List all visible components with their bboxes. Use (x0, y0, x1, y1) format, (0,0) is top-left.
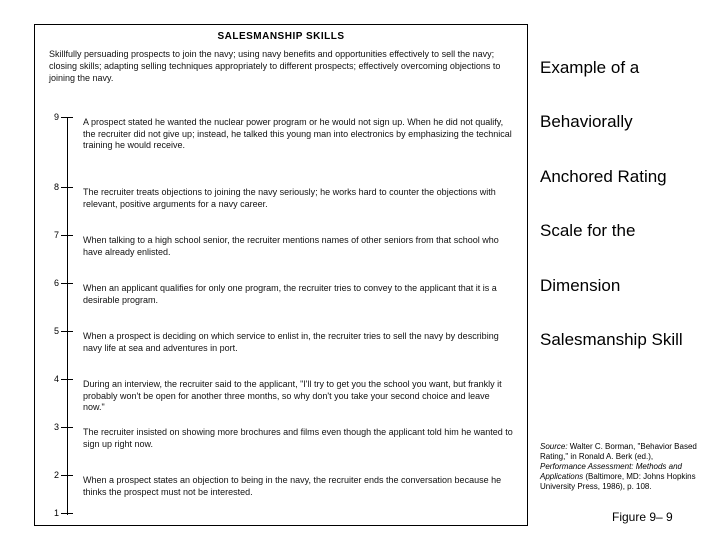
title-line-1: Behaviorally (540, 112, 708, 166)
title-line-3: Scale for the (540, 221, 708, 275)
title-line-2: Anchored Rating (540, 167, 708, 221)
scale-tick (61, 117, 73, 118)
scale-axis (67, 117, 68, 515)
scale-anchor: When an applicant qualifies for only one… (83, 283, 513, 306)
scale-anchor: The recruiter insisted on showing more b… (83, 427, 513, 450)
scale-tick (61, 513, 73, 514)
scale-tick (61, 187, 73, 188)
scale-tick-label: 7 (47, 230, 59, 240)
scale-tick (61, 475, 73, 476)
scale-tick (61, 235, 73, 236)
scale-tick-label: 6 (47, 278, 59, 288)
scale-tick (61, 283, 73, 284)
scale-anchor: During an interview, the recruiter said … (83, 379, 513, 414)
scale-tick-label: 5 (47, 326, 59, 336)
scale-tick-label: 4 (47, 374, 59, 384)
title-line-5: Salesmanship Skill (540, 330, 708, 384)
scale-tick-label: 2 (47, 470, 59, 480)
scale-tick-label: 1 (47, 508, 59, 518)
scale-anchor: When talking to a high school senior, th… (83, 235, 513, 258)
scale-anchor: When a prospect states an objection to b… (83, 475, 513, 498)
slide-title: Example of a Behaviorally Anchored Ratin… (540, 58, 708, 384)
figure-number: Figure 9– 9 (612, 510, 673, 524)
title-line-0: Example of a (540, 58, 708, 112)
scale-tick (61, 427, 73, 428)
rating-scale: 987654321 A prospect stated he wanted th… (47, 117, 513, 515)
scale-tick-label: 3 (47, 422, 59, 432)
scale-anchor: The recruiter treats objections to joini… (83, 187, 513, 210)
scale-anchor: When a prospect is deciding on which ser… (83, 331, 513, 354)
figure-description: Skillfully persuading prospects to join … (35, 42, 527, 92)
scale-tick (61, 379, 73, 380)
scale-tick-label: 9 (47, 112, 59, 122)
bars-figure: SALESMANSHIP SKILLS Skillfully persuadin… (34, 24, 528, 526)
scale-tick (61, 331, 73, 332)
title-line-4: Dimension (540, 276, 708, 330)
scale-tick-label: 8 (47, 182, 59, 192)
source-citation: Source: Walter C. Borman, "Behavior Base… (540, 442, 700, 492)
scale-anchor: A prospect stated he wanted the nuclear … (83, 117, 513, 152)
figure-title: SALESMANSHIP SKILLS (35, 31, 527, 42)
